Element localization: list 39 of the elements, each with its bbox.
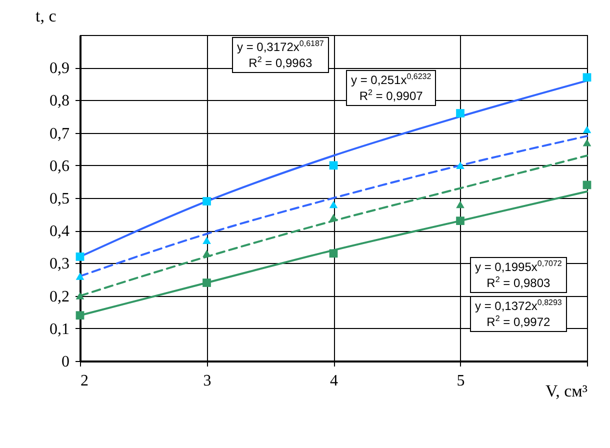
y-tick-label: 0,2 (50, 288, 70, 306)
point (329, 214, 338, 222)
point (456, 216, 464, 226)
point (329, 200, 338, 208)
point (582, 180, 592, 190)
y-tick-label: 0 (62, 354, 70, 370)
x-tick-label: 3 (203, 372, 212, 390)
point (329, 249, 338, 258)
point (76, 252, 84, 261)
x-tick-label: 2 (80, 372, 88, 390)
text: y = 0,1372x$^{0,8293}$ R$^{2}$ = 0,9972 (475, 298, 562, 330)
point (202, 197, 211, 206)
x-axis-title: V, см³ (546, 382, 588, 400)
y-axis-title: t, с (36, 6, 57, 26)
y-tick-label: 0,6 (50, 158, 70, 175)
point (456, 200, 464, 208)
y-tick-label: 0,7 (50, 125, 70, 142)
y-tick-label: 0,8 (50, 92, 70, 110)
y-tick-label: 0,3 (50, 256, 70, 273)
point (582, 138, 592, 146)
point (202, 278, 211, 287)
point (582, 73, 592, 82)
y-tick-label: 0,5 (50, 190, 70, 208)
point (76, 272, 84, 280)
y-tick-label: 0,1 (50, 320, 70, 338)
point (329, 161, 338, 170)
text: y = 0,251x$^{0,6232}$ R$^{2}$ = 0,9907 (351, 72, 432, 104)
y-tick-label: 0,9 (50, 60, 70, 78)
text: y = 0,1995x$^{0,7072}$ R$^{2}$ = 0,9803 (475, 259, 562, 290)
x-tick-label: 5 (456, 372, 465, 390)
point (456, 162, 464, 170)
point (456, 109, 464, 118)
y-tick-label: 0,4 (50, 223, 70, 240)
point (202, 236, 211, 244)
text: y = 0,3172x$^{0,6187}$ R$^{2}$ = 0,9963 (237, 39, 324, 70)
x-tick-label: 4 (330, 372, 338, 390)
point (202, 250, 211, 258)
point (76, 311, 84, 320)
point (582, 126, 592, 134)
